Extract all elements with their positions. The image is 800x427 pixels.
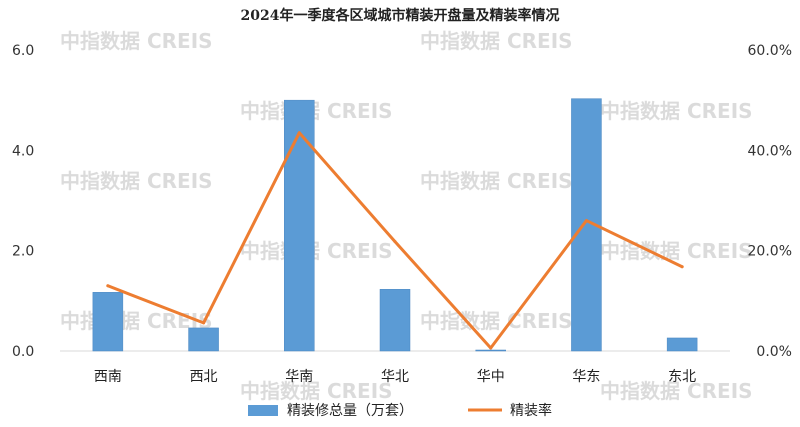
line-point-4 xyxy=(489,346,493,350)
legend: 精装修总量（万套） 精装率 xyxy=(248,402,552,419)
bar-1 xyxy=(188,327,219,352)
category-label-4: 华中 xyxy=(477,369,505,385)
bar-6 xyxy=(666,337,698,352)
line-point-5 xyxy=(584,219,588,223)
left-tick-3: 6.0 xyxy=(12,43,34,59)
watermark-7: 中指数据 CREIS xyxy=(600,239,753,263)
category-label-5: 华东 xyxy=(572,369,600,385)
watermark-8: 中指数据 CREIS xyxy=(60,309,213,333)
watermark-11: 中指数据 CREIS xyxy=(600,379,753,403)
right-tick-1: 20.0% xyxy=(748,244,792,260)
watermark-9: 中指数据 CREIS xyxy=(420,309,573,333)
watermark-5: 中指数据 CREIS xyxy=(420,169,573,193)
watermark-3: 中指数据 CREIS xyxy=(600,99,753,123)
bar-2 xyxy=(284,99,315,352)
category-label-2: 华南 xyxy=(285,369,313,385)
watermark-0: 中指数据 CREIS xyxy=(60,29,213,53)
category-label-6: 东北 xyxy=(668,369,696,385)
watermark-4: 中指数据 CREIS xyxy=(60,169,213,193)
watermark-10: 中指数据 CREIS xyxy=(240,379,393,403)
line-point-0 xyxy=(106,284,110,288)
right-tick-0: 0.0% xyxy=(756,344,792,360)
watermark-1: 中指数据 CREIS xyxy=(420,29,573,53)
watermarks: 中指数据 CREIS 中指数据 CREIS 中指数据 CREIS 中指数据 CREIS… xyxy=(60,29,753,403)
legend-bar-label: 精装修总量（万套） xyxy=(287,403,413,419)
legend-bar-swatch xyxy=(248,405,278,416)
category-label-3: 华北 xyxy=(381,369,409,385)
bar-4 xyxy=(475,349,506,352)
line-point-2 xyxy=(297,131,301,135)
watermark-2: 中指数据 CREIS xyxy=(240,99,393,123)
left-tick-2: 4.0 xyxy=(12,143,34,159)
line-point-3 xyxy=(393,240,397,244)
line-series xyxy=(106,131,684,350)
watermark-6: 中指数据 CREIS xyxy=(240,239,393,263)
right-tick-3: 60.0% xyxy=(748,43,792,59)
left-axis: 0.0 2.0 4.0 6.0 xyxy=(12,43,34,360)
bar-3 xyxy=(379,289,411,352)
line-point-1 xyxy=(202,321,206,325)
right-axis: 0.0% 20.0% 40.0% 60.0% xyxy=(748,43,792,360)
legend-line-label: 精装率 xyxy=(510,402,552,419)
bar-0 xyxy=(92,292,124,352)
left-tick-1: 2.0 xyxy=(12,244,34,260)
left-tick-0: 0.0 xyxy=(12,344,34,360)
chart-title: 2024年一季度各区域城市精装开盘量及精装率情况 xyxy=(241,7,560,24)
category-labels: 西南 西北 华南 华北 华中 华东 东北 xyxy=(94,369,696,385)
category-label-0: 西南 xyxy=(94,369,122,385)
right-tick-2: 40.0% xyxy=(748,143,792,159)
category-label-1: 西北 xyxy=(190,369,218,385)
bar-series xyxy=(92,98,698,352)
line-point-6 xyxy=(680,265,684,269)
